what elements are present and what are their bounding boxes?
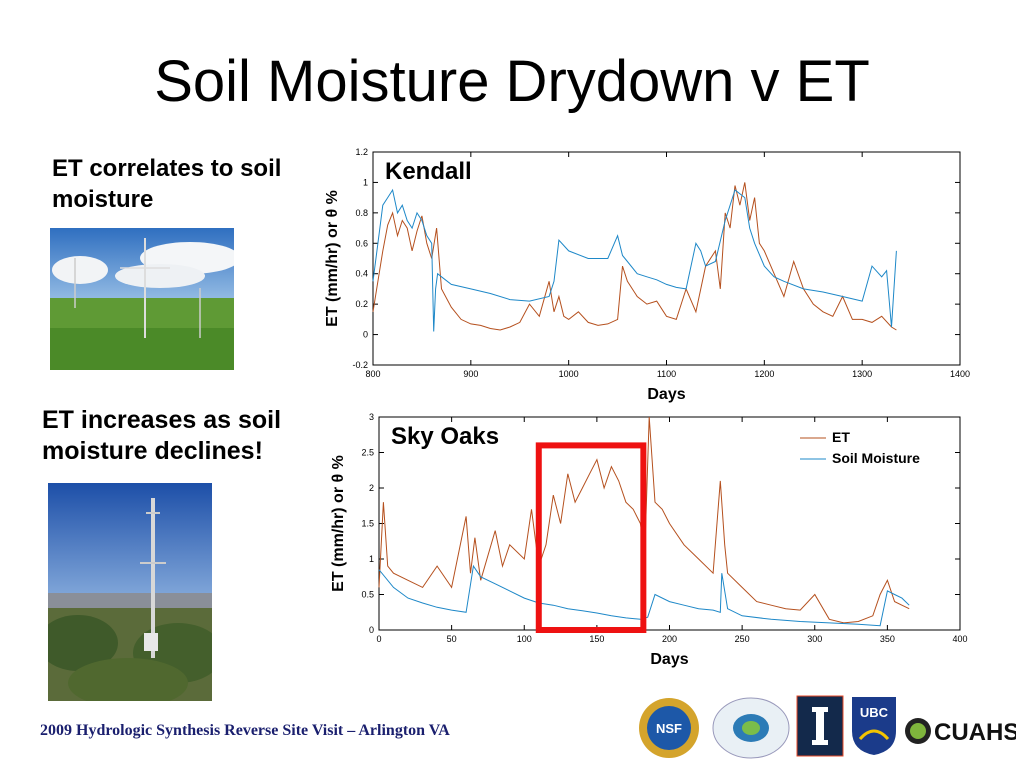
kendall-chart: 800 900 1000 1100 1200 1300 1400 -0.2 0 0.2 0.4 0.6…: [324, 147, 970, 403]
ubc-logo-text: UBC: [860, 705, 889, 720]
y-axis-label: ET (mm/hr) or θ %: [324, 190, 341, 327]
bullet-et-increases: ET increases as soil moisture declines!: [42, 406, 282, 465]
sky-oaks-chart: 0 50 100 150 200 250 300 350 400 0 0.5 1 1.5 2 2.5 3 Day…: [330, 412, 968, 668]
slide-title: Soil Moisture Drydown v ET: [154, 49, 870, 114]
x-tick-label: 200: [662, 634, 677, 644]
y-tick-label: 0.8: [355, 208, 368, 218]
nsf-logo: NSF: [639, 698, 699, 758]
y-tick-label: 0.6: [355, 238, 368, 248]
synthesis-logo: [712, 697, 790, 759]
y-tick-label: 1: [363, 177, 368, 187]
footer-text: 2009 Hydrologic Synthesis Reverse Site V…: [40, 722, 450, 739]
kendall-site-photo: [50, 228, 234, 370]
highlight-box: [535, 442, 647, 634]
x-tick-label: 1400: [950, 369, 970, 379]
nsf-logo-text: NSF: [656, 721, 682, 736]
y-tick-label: 1: [369, 554, 374, 564]
x-tick-label: 300: [807, 634, 822, 644]
x-tick-label: 350: [880, 634, 895, 644]
legend-label: ET: [832, 429, 850, 445]
y-tick-label: 0.5: [361, 590, 374, 600]
x-tick-label: 1300: [852, 369, 872, 379]
x-tick-label: 1100: [657, 369, 676, 379]
x-tick-label: 900: [463, 369, 478, 379]
y-tick-label: 1.2: [355, 147, 368, 157]
sky-oaks-site-photo: [48, 483, 212, 701]
y-tick-label: 1.5: [361, 519, 374, 529]
series-line-soil-moisture: [372, 188, 897, 332]
series-line-et: [372, 182, 897, 331]
x-tick-label: 1200: [754, 369, 774, 379]
x-tick-label: 150: [589, 634, 604, 644]
x-tick-label: 800: [365, 369, 380, 379]
y-tick-label: 3: [369, 412, 374, 422]
x-axis-label: Days: [650, 651, 688, 668]
x-tick-label: 0: [376, 634, 381, 644]
x-tick-label: 400: [952, 634, 967, 644]
y-tick-label: 0.4: [355, 269, 368, 279]
series-line-et: [378, 416, 910, 624]
cuahsi-logo: CUAHSI: [905, 718, 1016, 746]
y-tick-label: 0.2: [355, 299, 368, 309]
y-tick-label: 2: [369, 483, 374, 493]
chart-title: Sky Oaks: [391, 423, 499, 450]
y-tick-label: -0.2: [352, 360, 368, 370]
ubc-logo: UBC: [852, 697, 896, 755]
bullet-et-correlates: ET correlates to soil moisture: [52, 155, 282, 213]
y-tick-label: 0: [363, 330, 368, 340]
y-tick-label: 2.5: [361, 448, 374, 458]
legend-label: Soil Moisture: [832, 450, 920, 466]
cuahsi-logo-text: CUAHSI: [934, 719, 1016, 746]
illinois-logo: [796, 695, 844, 757]
logo-strip: NSF UBC CUAHSI: [636, 695, 1016, 765]
x-tick-label: 50: [447, 634, 457, 644]
x-tick-label: 250: [735, 634, 750, 644]
x-tick-label: 1000: [559, 369, 579, 379]
x-axis-label: Days: [647, 386, 685, 403]
x-tick-label: 100: [517, 634, 532, 644]
chart-title: Kendall: [385, 158, 472, 185]
y-axis-label: ET (mm/hr) or θ %: [330, 455, 347, 592]
y-tick-label: 0: [369, 625, 374, 635]
